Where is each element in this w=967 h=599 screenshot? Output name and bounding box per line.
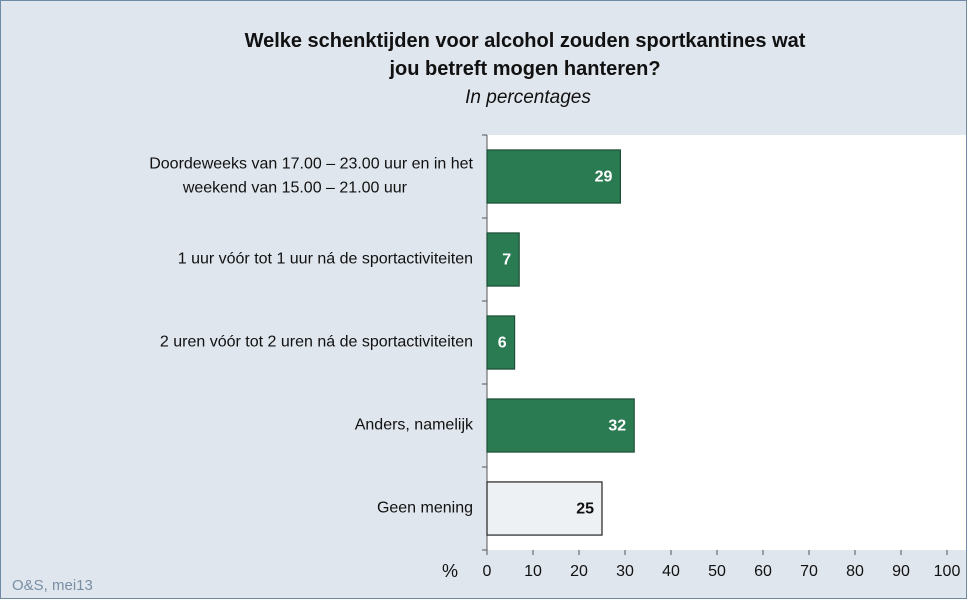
chart-subtitle: In percentages <box>465 87 591 108</box>
chart-title: Welke schenktijden voor alcohol zouden s… <box>245 30 806 80</box>
x-tick-label: 80 <box>846 563 864 580</box>
x-axis-label: % <box>442 561 458 581</box>
x-tick-label: 30 <box>616 563 634 580</box>
value-label: 29 <box>595 169 613 186</box>
x-tick-label: 10 <box>524 563 542 580</box>
value-label: 6 <box>498 335 507 352</box>
x-tick-label: 0 <box>483 563 492 580</box>
bar <box>486 149 621 204</box>
x-tick-label: 90 <box>892 563 910 580</box>
category-label: Doordeweeks van 17.00 – 23.00 uur en in … <box>149 156 473 197</box>
value-label: 32 <box>608 418 626 435</box>
x-tick-label: 60 <box>754 563 772 580</box>
category-label: 1 uur vóór tot 1 uur ná de sportactivite… <box>178 251 473 268</box>
bar <box>486 398 635 453</box>
bar <box>486 481 603 536</box>
x-tick-label: 50 <box>708 563 726 580</box>
x-tick-label: 70 <box>800 563 818 580</box>
x-tick-label: 100 <box>934 563 961 580</box>
value-label: 7 <box>502 252 511 269</box>
x-tick-label: 40 <box>662 563 680 580</box>
plot-area <box>487 135 966 550</box>
category-label: Anders, namelijk <box>355 417 474 434</box>
bar <box>486 232 520 287</box>
category-label: Geen mening <box>377 500 473 517</box>
x-tick-label: 20 <box>570 563 588 580</box>
bar <box>486 315 516 370</box>
category-label: 2 uren vóór tot 2 uren ná de sportactivi… <box>160 334 473 351</box>
source: O&S, mei13 <box>12 577 93 594</box>
value-label: 25 <box>576 501 594 518</box>
